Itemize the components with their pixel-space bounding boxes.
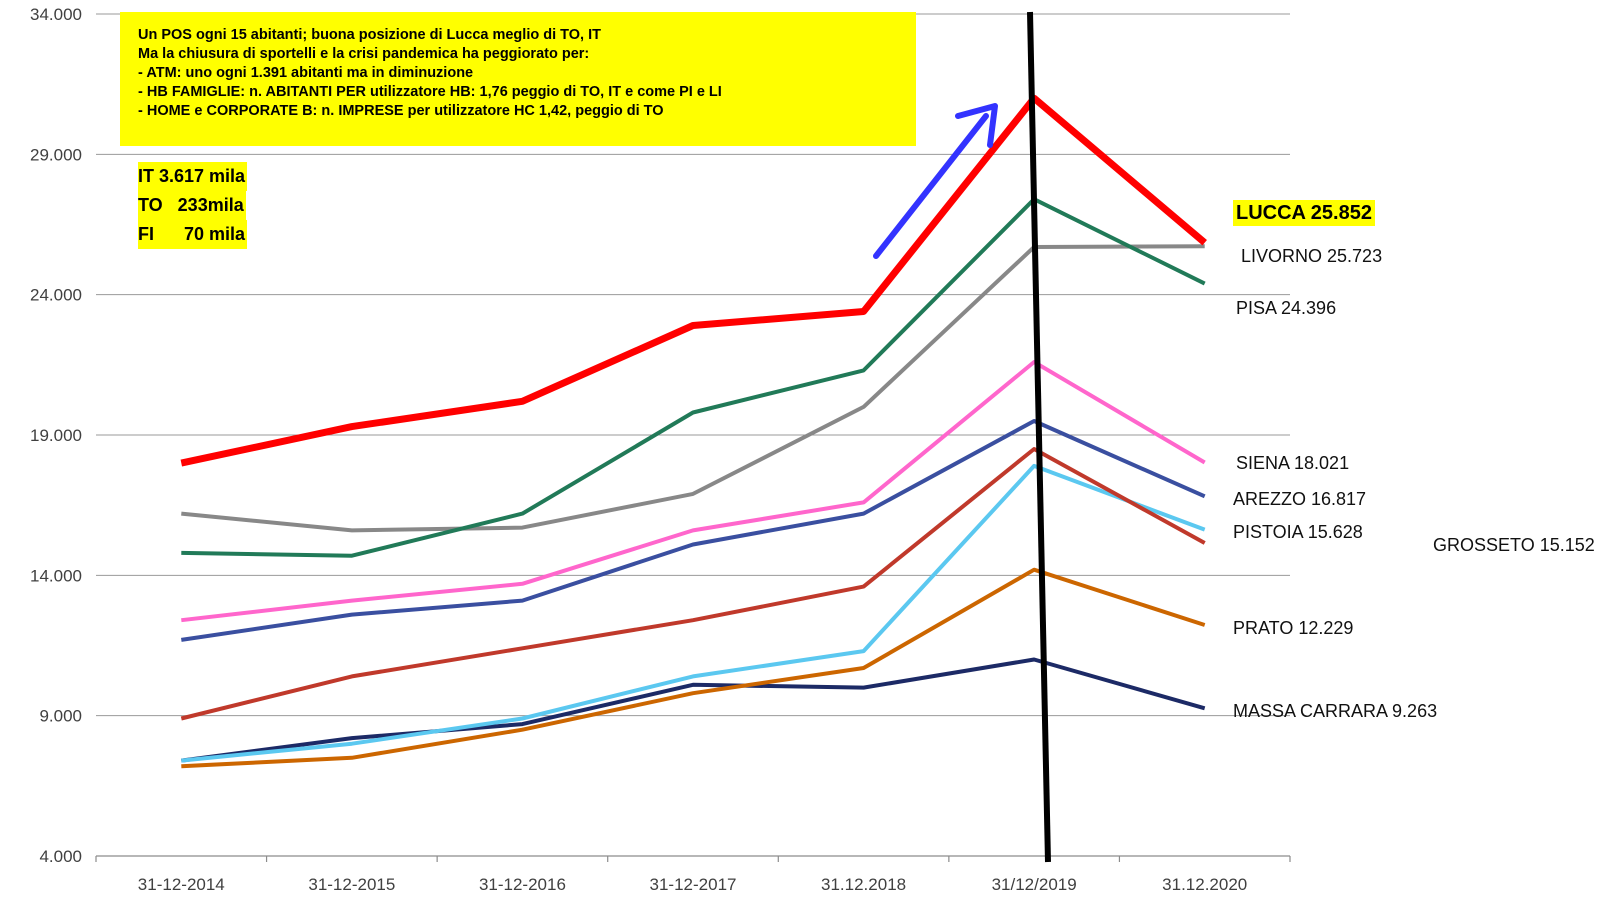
stats-box: IT 3.617 mila TO 233mila FI 70 mila [138, 162, 248, 249]
arrow-head [955, 103, 998, 148]
y-tick-label: 29.000 [30, 145, 82, 164]
series-line-pisa [181, 197, 1206, 558]
label-pisa: PISA 24.396 [1236, 298, 1336, 318]
x-tick-label: 31-12-2017 [650, 875, 737, 894]
up-arrow-icon [873, 103, 998, 259]
series-line-livorno [181, 244, 1205, 533]
divider-line-2019 [1027, 11, 1051, 863]
series-line-pistoia [181, 463, 1206, 763]
divider-line [1027, 11, 1051, 863]
y-tick-label: 4.000 [39, 847, 82, 866]
series-lines [180, 94, 1207, 769]
x-tick-label: 31-12-2016 [479, 875, 566, 894]
label-prato: PRATO 12.229 [1233, 618, 1353, 638]
series-line-grosseto [180, 447, 1206, 721]
stat-line-fi: FI 70 mila [138, 220, 248, 249]
label-siena: SIENA 18.021 [1236, 453, 1349, 473]
x-tick-label: 31/12/2019 [992, 875, 1077, 894]
axes [95, 855, 1291, 862]
note-line: - ATM: uno ogni 1.391 abitanti ma in dim… [138, 65, 474, 81]
arrow-shaft [873, 113, 989, 259]
x-tick-label: 31-12-2015 [308, 875, 395, 894]
note-line: Un POS ogni 15 abitanti; buona posizione… [138, 27, 601, 43]
x-tick-label: 31.12.2020 [1162, 875, 1247, 894]
x-tick-label: 31.12.2018 [821, 875, 906, 894]
label-arezzo: AREZZO 16.817 [1233, 489, 1366, 509]
x-tick-label: 31-12-2014 [138, 875, 225, 894]
series-line-lucca [180, 94, 1207, 467]
label-pistoia: PISTOIA 15.628 [1233, 522, 1363, 542]
series-end-labels: LIVORNO 25.723 PISA 24.396 SIENA 18.021 … [1233, 246, 1595, 721]
y-tick-label: 9.000 [39, 707, 82, 726]
stat-line-it: IT 3.617 mila [138, 162, 248, 191]
series-line-prato [181, 567, 1206, 769]
y-tick-label: 19.000 [30, 426, 82, 445]
x-tick-labels: 31-12-2014 31-12-2015 31-12-2016 31-12-2017… [138, 875, 1247, 894]
y-tick-label: 24.000 [30, 286, 82, 305]
y-tick-labels: 4.000 9.000 14.000 19.000 24.000 29.000 34.000 [30, 5, 82, 866]
y-tick-label: 34.000 [30, 5, 82, 24]
series-line-siena [181, 360, 1206, 623]
label-lucca: LUCCA 25.852 [1233, 200, 1375, 226]
series-line-massa-carrara [181, 657, 1206, 763]
label-livorno: LIVORNO 25.723 [1241, 246, 1382, 266]
note-line: Ma la chiusura di sportelli e la crisi p… [138, 46, 590, 62]
label-massa-carrara: MASSA CARRARA 9.263 [1233, 701, 1437, 721]
y-tick-label: 14.000 [30, 566, 82, 585]
stat-line-to: TO 233mila [138, 191, 246, 220]
series-line-arezzo [181, 419, 1206, 642]
note-line: - HOME e CORPORATE B: n. IMPRESE per uti… [138, 103, 664, 119]
label-grosseto: GROSSETO 15.152 [1433, 535, 1595, 555]
annotation-note-box: Un POS ogni 15 abitanti; buona posizione… [120, 12, 916, 146]
note-line: - HB FAMIGLIE: n. ABITANTI PER utilizzat… [138, 84, 722, 100]
